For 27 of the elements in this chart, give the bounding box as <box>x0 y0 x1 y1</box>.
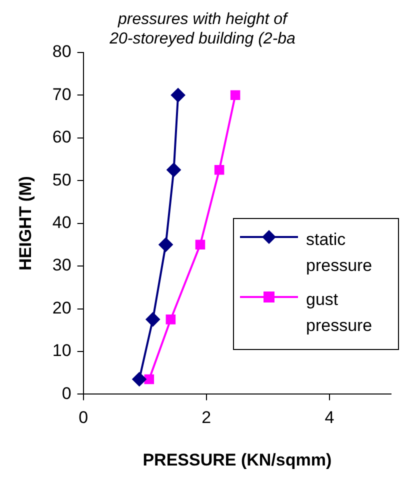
point <box>144 374 154 384</box>
y-tick-label: 50 <box>52 170 72 190</box>
y-tick-label: 80 <box>52 42 72 62</box>
legend-label: static pressure <box>306 229 374 277</box>
point <box>158 238 173 252</box>
y-tick-label: 60 <box>52 128 72 147</box>
point <box>195 240 206 250</box>
point <box>132 372 146 386</box>
point <box>166 314 176 324</box>
y-tick-label: 70 <box>52 84 72 104</box>
point <box>171 88 186 102</box>
y-tick-label: 20 <box>52 298 72 318</box>
point <box>214 165 224 175</box>
y-tick-label: 40 <box>52 212 72 232</box>
x-tick-label: 4 <box>324 408 334 428</box>
y-tick-label: 0 <box>62 384 72 403</box>
x-tick-label: 0 <box>78 408 88 428</box>
y-axis-title: HEIGHT (M) <box>16 176 35 271</box>
x-tick-label: 2 <box>202 408 212 428</box>
x-axis-title: PRESSURE (KN/sqmm) <box>142 450 332 470</box>
y-tick-label: 10 <box>52 341 72 360</box>
point <box>230 90 240 100</box>
point <box>146 312 160 326</box>
chart-title: pressures with height of 20-storeyed building (2-ba <box>108 11 296 48</box>
point <box>166 162 181 177</box>
legend-label: gust pressure <box>306 289 374 337</box>
y-tick-label: 30 <box>52 256 72 275</box>
